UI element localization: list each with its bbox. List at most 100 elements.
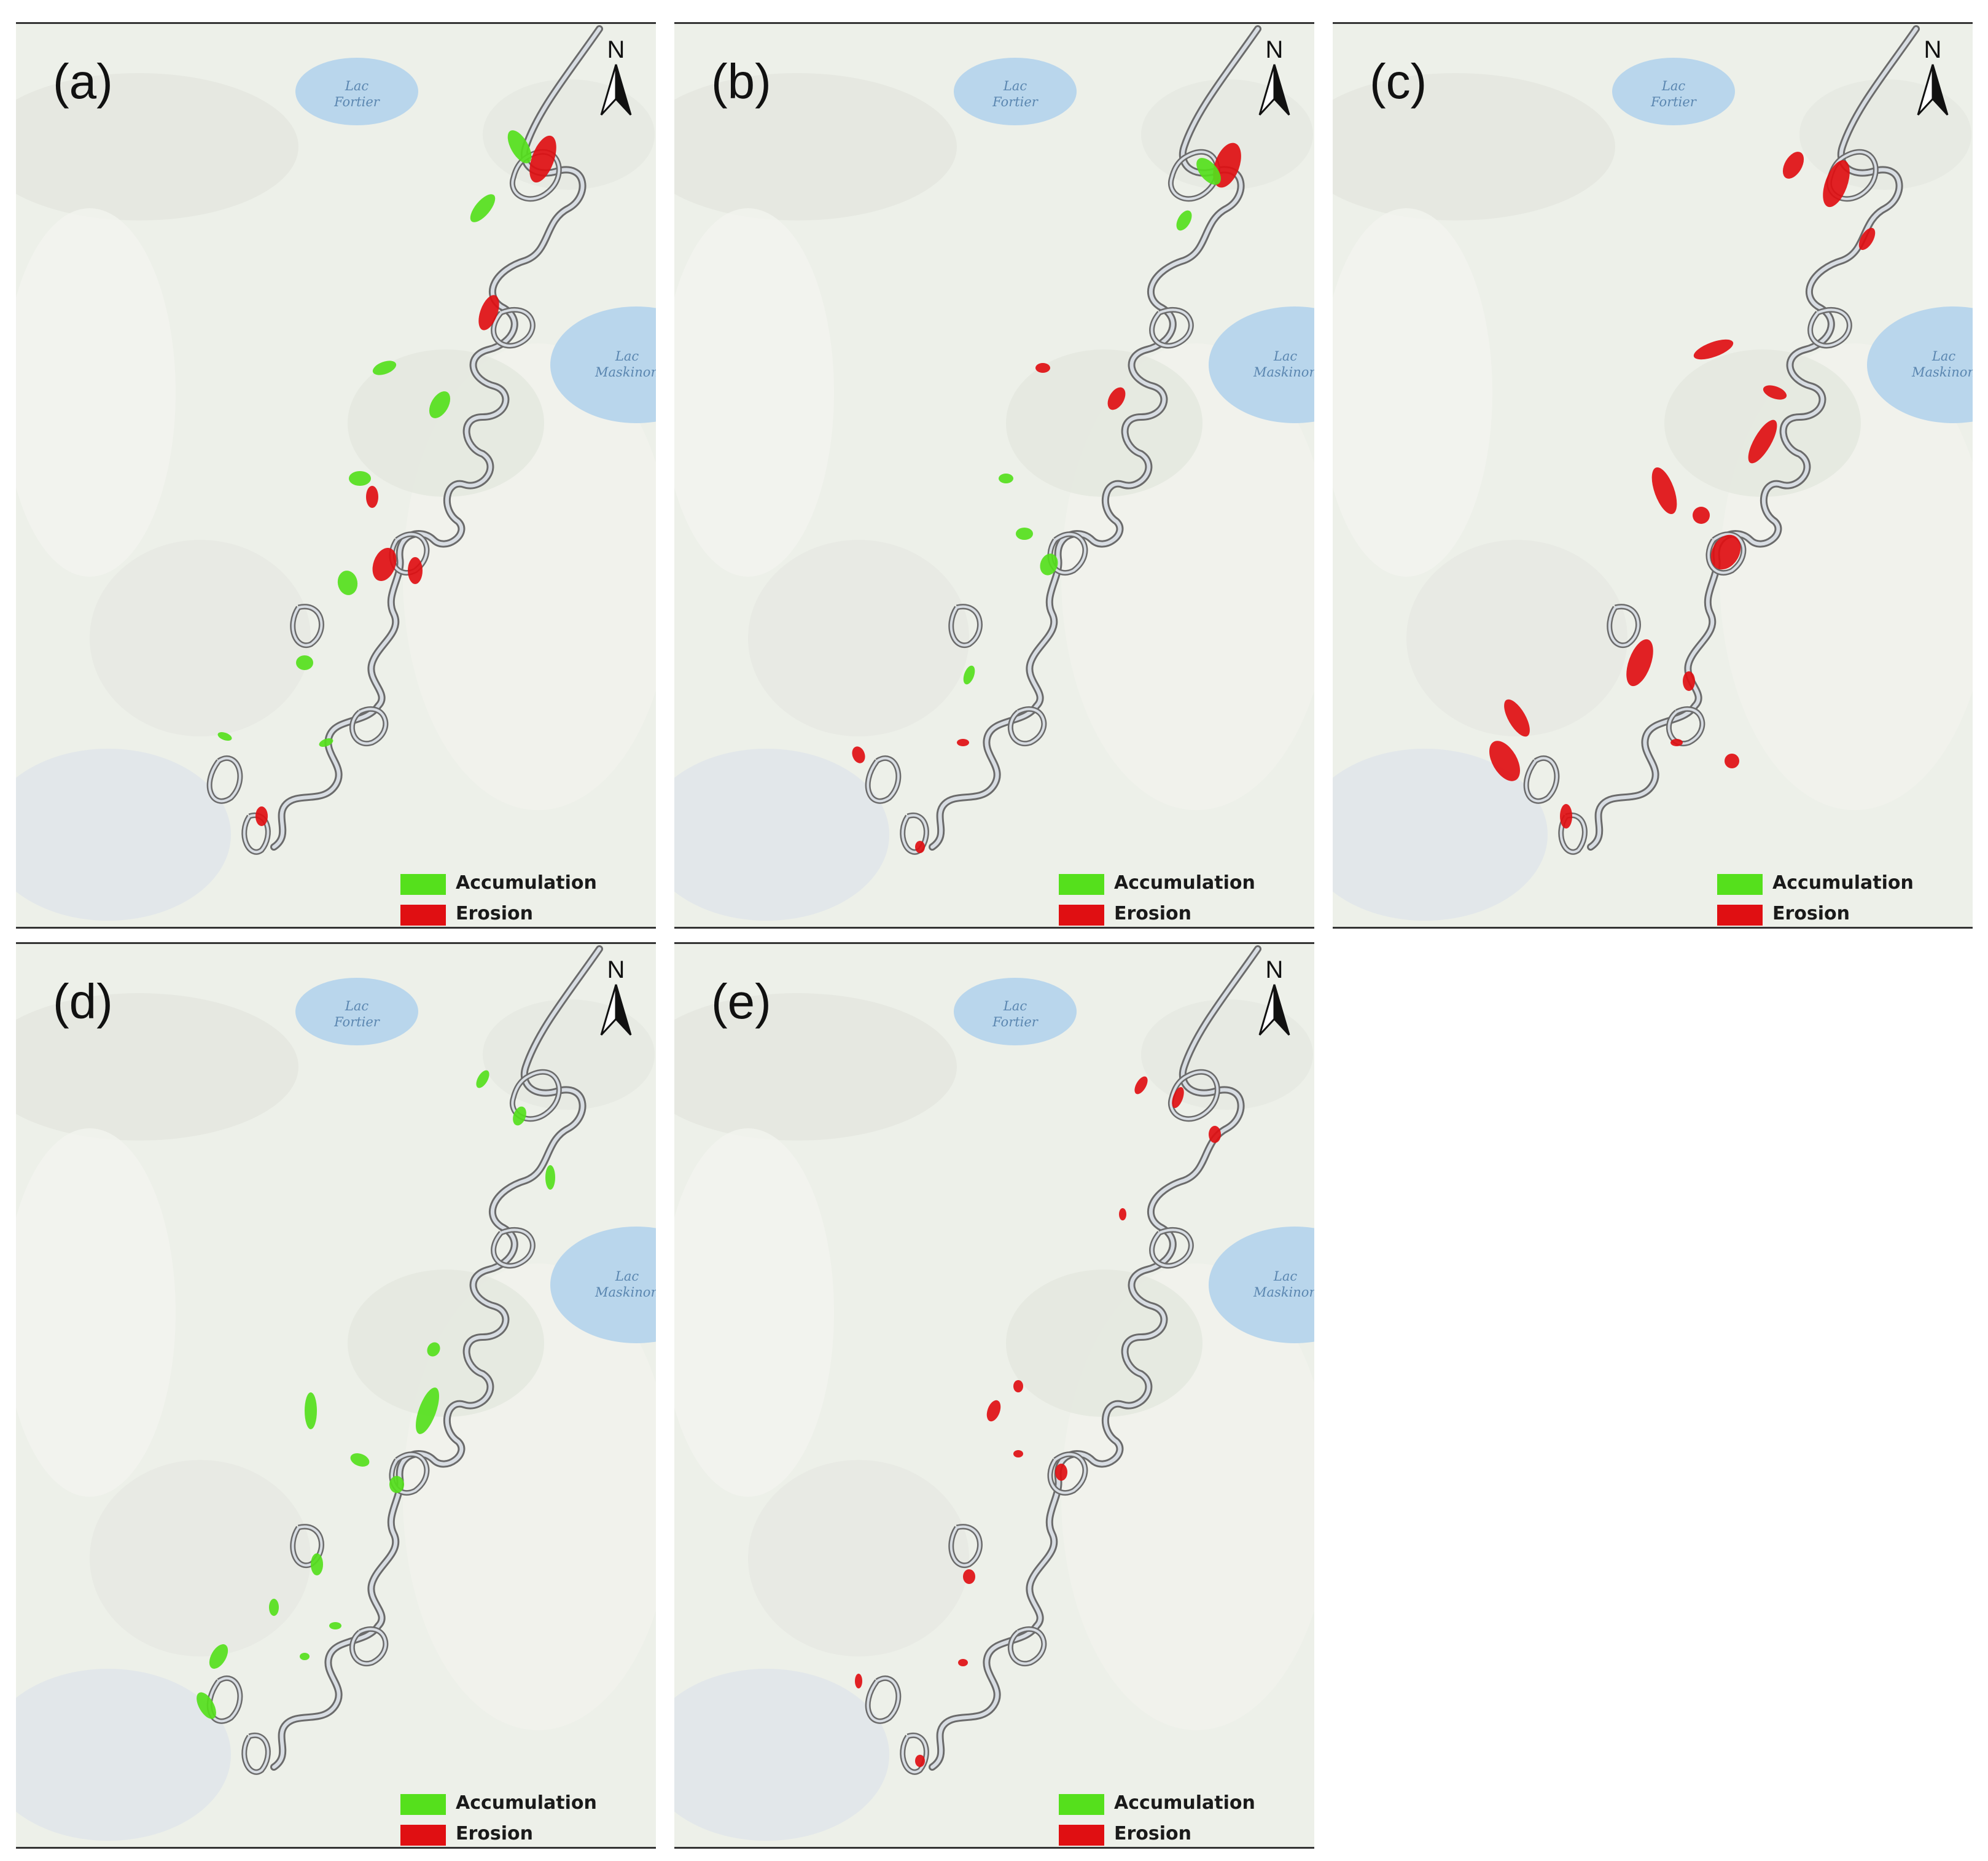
terrain-shade [1333,749,1548,921]
map-canvas [16,24,656,927]
erosion-patch [963,1569,975,1584]
lake-fortier-label-line: Fortier [334,1015,380,1029]
north-label: N [607,36,625,63]
erosion-patch [1710,534,1741,570]
map-canvas [1333,24,1973,927]
accumulation-patch [545,1165,555,1190]
meander-channel [1048,1453,1086,1494]
erosion-patch [1823,160,1850,208]
north-arrow: N [1253,36,1296,122]
terrain-shade [1664,349,1861,497]
meander-channel [1169,1071,1219,1120]
legend-label-accumulation: Accumulation [1114,872,1255,894]
north-arrow-icon [600,64,632,116]
erosion-patch [1670,739,1683,746]
accumulation-patch [1176,210,1192,231]
accumulation-patch [416,1387,439,1434]
north-label: N [607,956,625,983]
panel-label: (b) [711,54,771,109]
accumulation-patch [197,1692,216,1719]
legend-label-accumulation: Accumulation [1114,1792,1255,1814]
terrain-shade [16,1128,176,1497]
meander-channel [243,1734,270,1774]
accumulation-patch [209,1644,228,1669]
terrain-shade [674,208,834,577]
map-panel-d: Lac Fortier Lac Maskinon (d) N Accumulation Ero… [16,942,656,1849]
north-label: N [1265,36,1284,63]
lake-maskinonge-label-line: Lac [1931,349,1956,364]
lake-fortier-label: Lac Fortier [984,998,1046,1030]
legend-swatch-erosion [1059,905,1104,926]
panel-label: (c) [1370,54,1427,109]
accumulation-patch [300,1653,310,1660]
meander-channel [511,1071,561,1120]
legend-label-accumulation: Accumulation [456,1792,597,1814]
lake-fortier-label-line: Lac [345,999,369,1013]
meander-channel [1809,308,1851,347]
legend-swatch-erosion [400,905,446,926]
north-arrow-icon [1917,64,1949,116]
legend-label-erosion: Erosion [456,903,534,924]
erosion-patch [1748,419,1777,464]
accumulation-patch [999,474,1013,483]
meander-channel [1169,150,1219,200]
lake-fortier-label-line: Fortier [334,95,380,109]
lake-fortier-label-line: Lac [345,79,369,93]
erosion-patch [255,806,268,826]
legend-label-erosion: Erosion [1114,903,1192,924]
meander-channel [1150,308,1193,347]
lake-maskinonge [1209,306,1314,423]
map-canvas [674,24,1314,927]
erosion-patch [1013,1450,1023,1457]
terrain-shade [674,1669,889,1841]
terrain-shade [90,540,311,736]
lake-maskinonge-label: Lac Maskinon [1249,1268,1314,1300]
lake-maskinonge-label-line: Maskinon [595,1285,656,1300]
accumulation-patch [269,1599,279,1616]
terrain-shade [674,749,889,921]
meander-channel [1525,757,1558,803]
erosion-patch [957,739,969,746]
lake-maskinonge [550,1227,656,1343]
panel-label: (e) [711,974,771,1029]
accumulation-patch [963,665,975,685]
accumulation-patch [349,471,371,486]
lake-fortier-label: Lac Fortier [984,78,1046,110]
lake-fortier [295,978,418,1045]
meander-channel [1608,605,1640,647]
lake-fortier [954,58,1077,125]
north-arrow: N [594,36,637,122]
lake-fortier-label-line: Fortier [1651,95,1696,109]
terrain-shade [16,749,231,921]
meander-channel [1150,1228,1193,1267]
legend-label-erosion: Erosion [1114,1823,1192,1844]
lake-maskinonge-label-line: Maskinon [1253,1285,1314,1300]
lake-maskinonge [550,306,656,423]
north-arrow-icon [1258,64,1290,116]
terrain-shade [748,1460,969,1656]
terrain-shade [90,1460,311,1656]
legend-swatch-accumulation [1059,1794,1104,1815]
accumulation-patch [470,194,496,222]
lake-maskinonge-label-line: Lac [1273,1269,1298,1284]
north-arrow-icon [600,984,632,1036]
accumulation-patch [337,571,358,595]
lake-fortier-label: Lac Fortier [1643,78,1704,110]
lake-maskinonge-label-line: Lac [615,1269,639,1284]
accumulation-patch [296,655,313,670]
meander-channel [949,1525,981,1567]
erosion-patch [1504,699,1530,737]
accumulation-patch [1016,528,1033,540]
map-panel-e: Lac Fortier Lac Maskinon (e) N Accumulation Ero… [674,942,1314,1849]
erosion-patch [1693,507,1710,524]
meander-channel [351,708,387,745]
lake-maskinonge-label: Lac Maskinon [1907,348,1973,380]
lake-fortier [1612,58,1735,125]
legend-swatch-accumulation [400,874,446,895]
erosion-patch [1560,804,1572,829]
erosion-patch [372,547,397,582]
legend-label-erosion: Erosion [456,1823,534,1844]
erosion-patch [958,1659,968,1666]
accumulation-patch [507,130,532,163]
lake-maskinonge-label-line: Lac [615,349,639,364]
